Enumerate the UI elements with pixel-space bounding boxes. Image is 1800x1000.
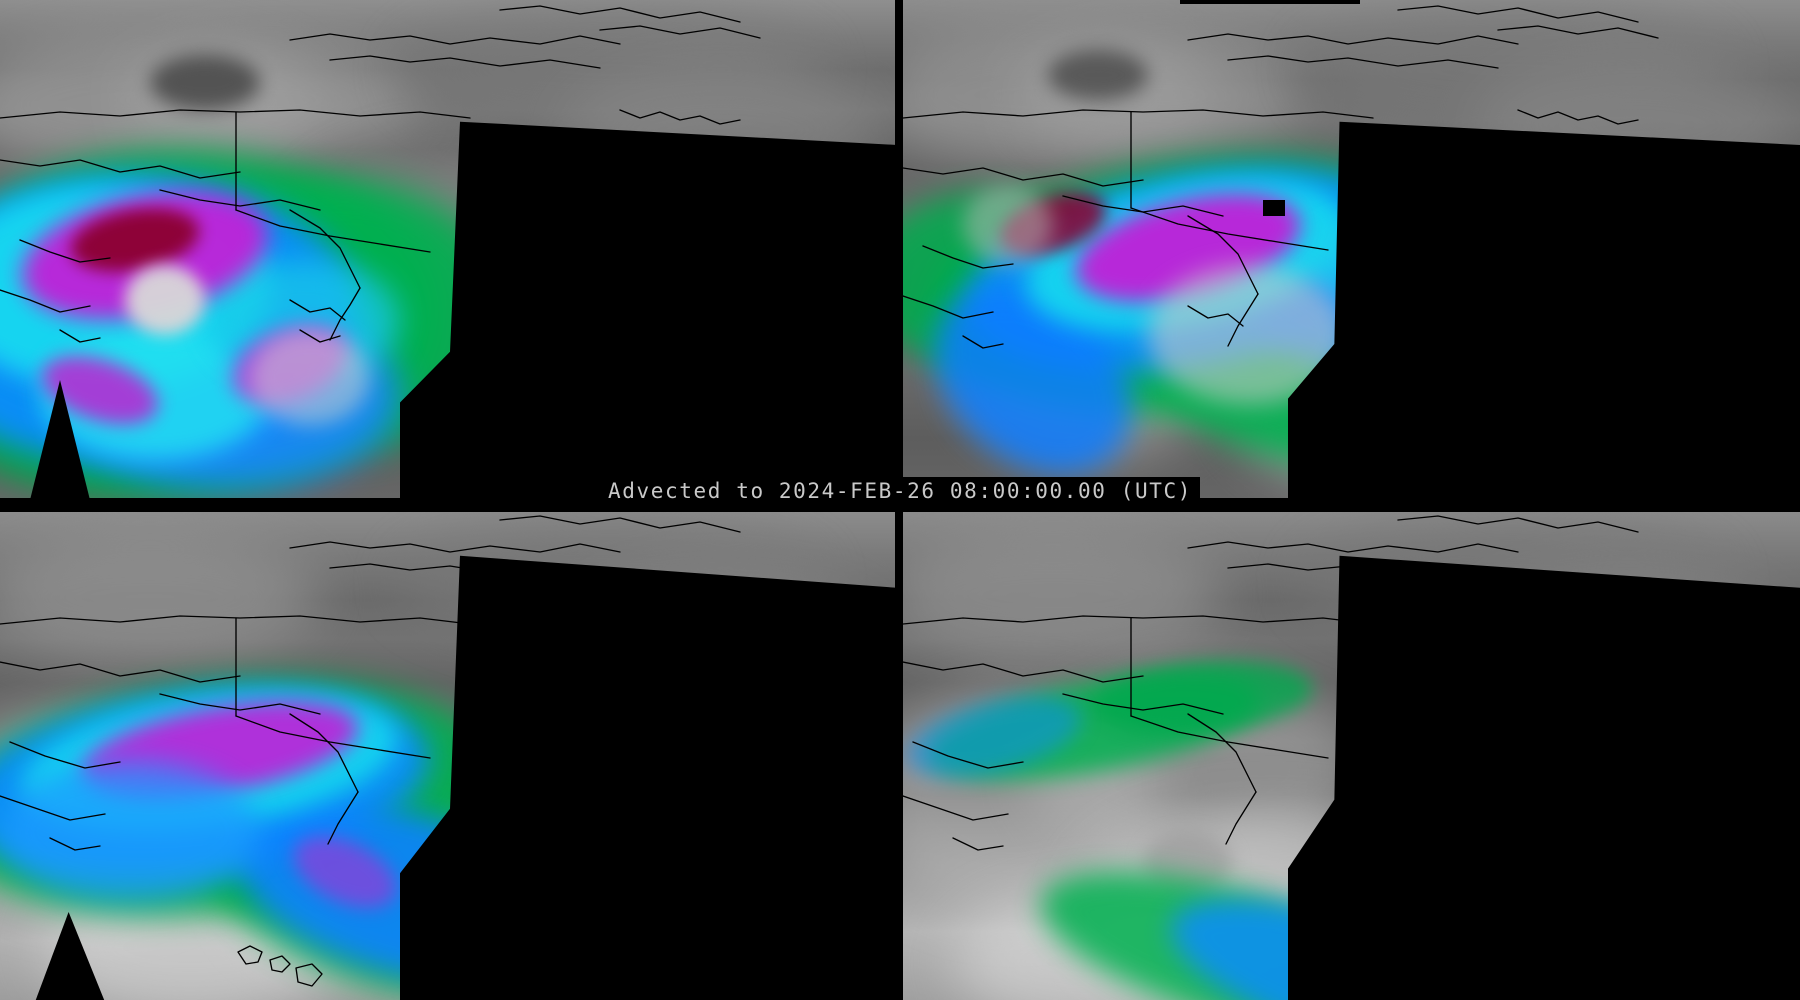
- no-data-mask-small-notch: [1263, 200, 1285, 216]
- panel-top-right[interactable]: [903, 0, 1800, 498]
- panel-bottom-left[interactable]: [0, 512, 895, 1000]
- panel-bottom-right[interactable]: [903, 512, 1800, 1000]
- timestamp-text: Advected to 2024-FEB-26 08:00:00.00 (UTC…: [600, 477, 1200, 505]
- top-edge-black-notch: [1180, 0, 1360, 4]
- no-data-mask: [1288, 555, 1800, 1000]
- timestamp-caption: Advected to 2024-FEB-26 08:00:00.00 (UTC…: [0, 476, 1800, 506]
- no-data-mask: [400, 121, 895, 498]
- panel-top-left[interactable]: [0, 0, 895, 498]
- no-data-mask: [400, 555, 895, 1000]
- panel-divider-horizontal: [0, 498, 1800, 512]
- no-data-mask: [1288, 121, 1800, 498]
